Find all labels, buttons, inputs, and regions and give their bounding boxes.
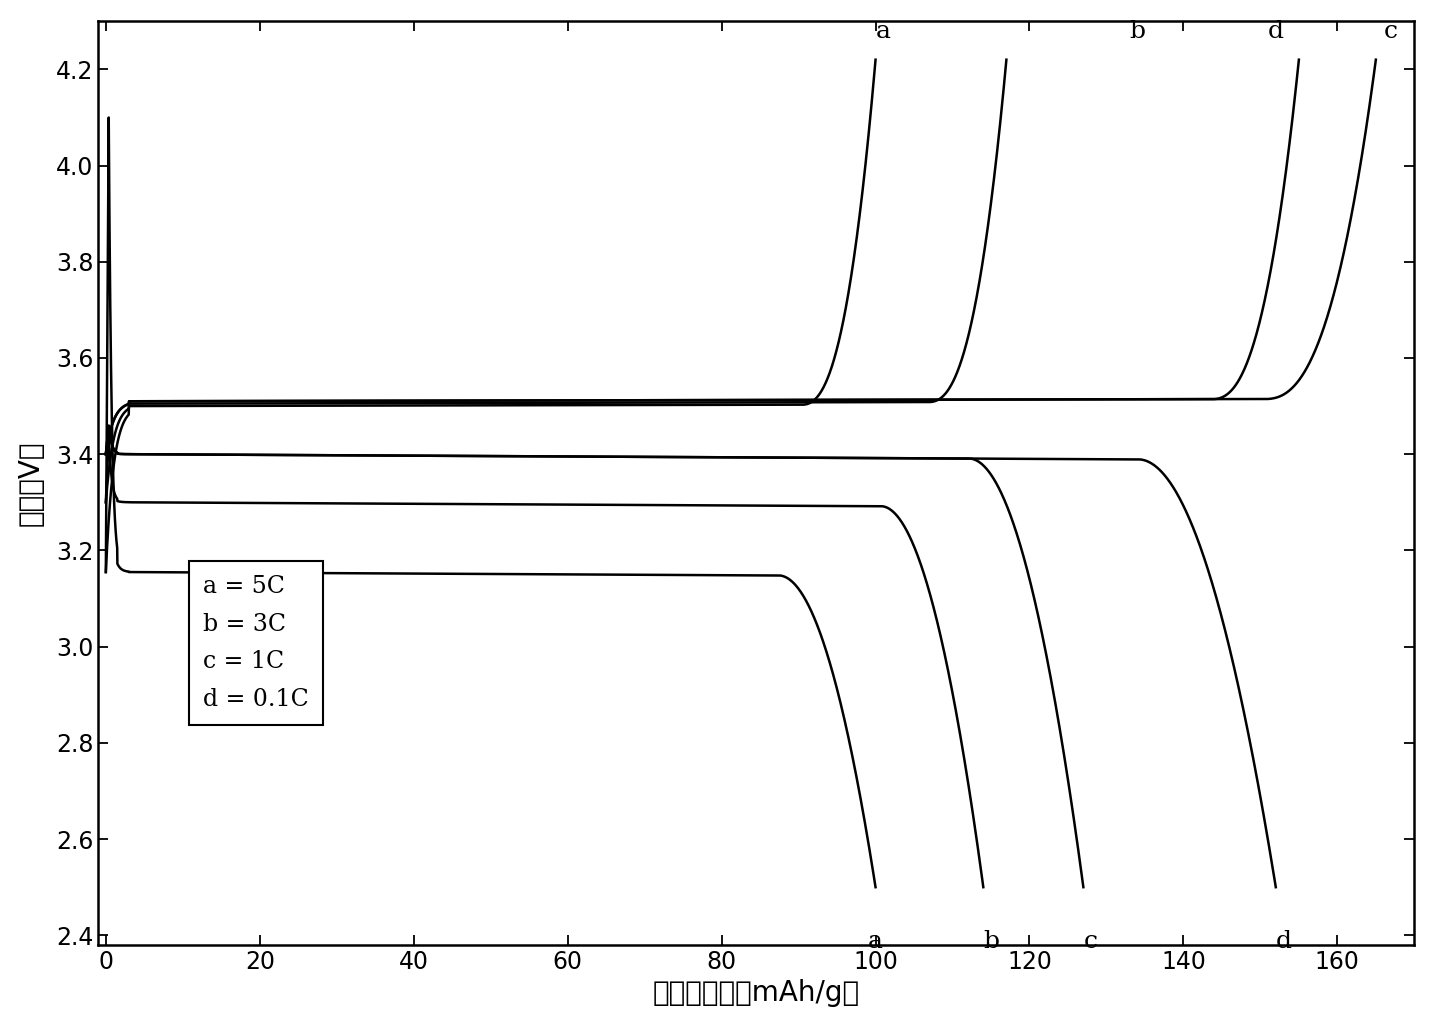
Text: a: a [869,931,883,953]
X-axis label: 充放电容量（mAh/g）: 充放电容量（mAh/g） [653,979,860,1008]
Text: d: d [1268,19,1284,43]
Text: b: b [983,931,999,953]
Text: b: b [1129,19,1145,43]
Text: a = 5C
b = 3C
c = 1C
d = 0.1C: a = 5C b = 3C c = 1C d = 0.1C [203,575,309,711]
Text: c: c [1085,931,1098,953]
Text: a: a [876,19,890,43]
Text: d: d [1275,931,1292,953]
Text: c: c [1384,19,1398,43]
Y-axis label: 电压（V）: 电压（V） [17,440,44,525]
